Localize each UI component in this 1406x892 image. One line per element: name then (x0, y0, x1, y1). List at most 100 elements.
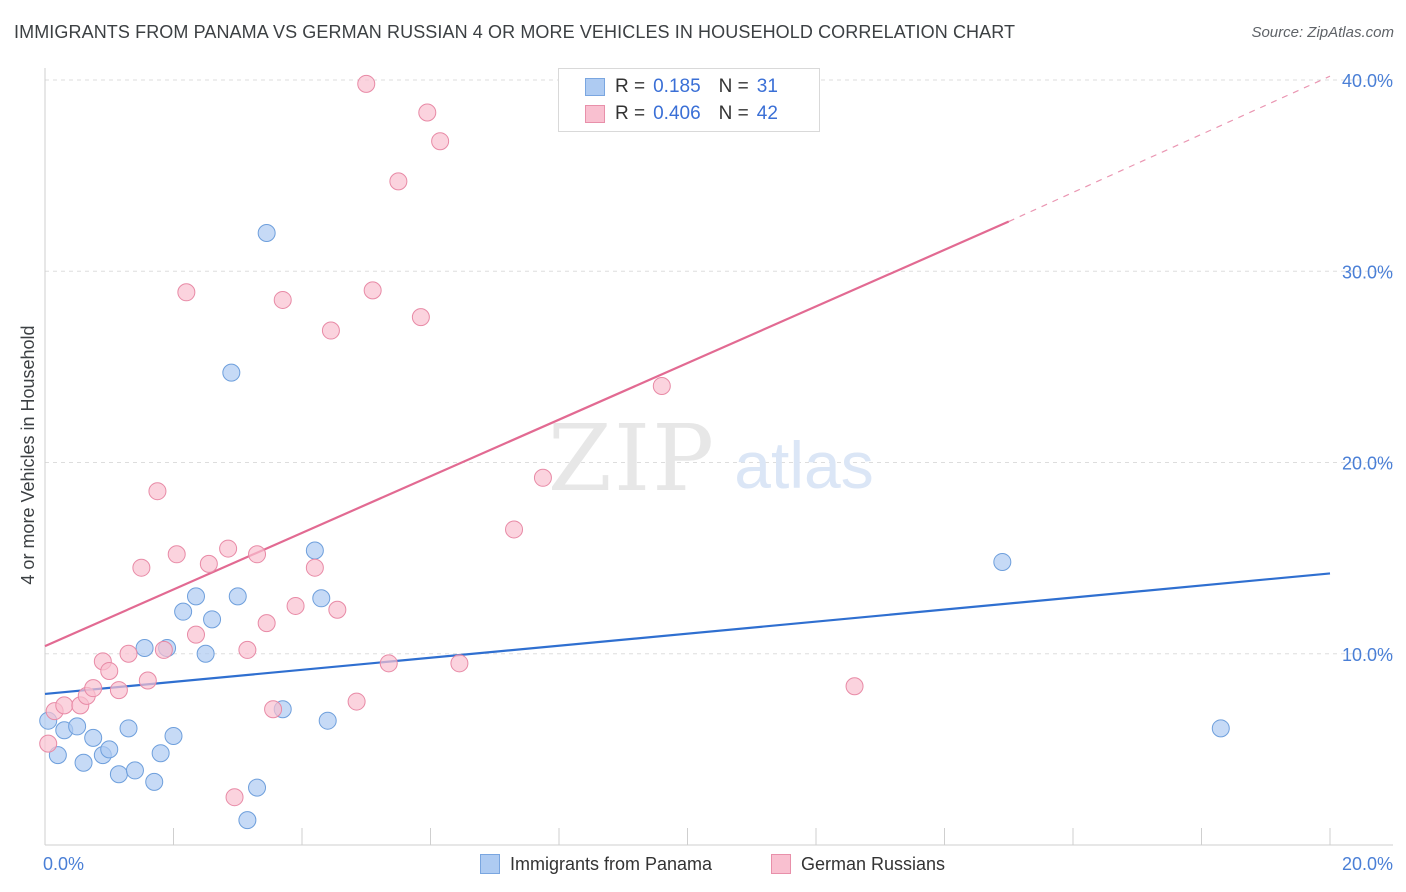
gridlines: 10.0% 20.0% 30.0% 40.0% (45, 71, 1393, 665)
data-point-panama (196, 644, 215, 663)
data-point-german-russians (109, 681, 128, 700)
legend-row-german-russians: R = 0.406 N = 42 (585, 102, 778, 126)
legend-r-label: R = (615, 76, 646, 97)
data-point-panama (186, 587, 205, 606)
data-point-panama (68, 717, 87, 736)
data-point-german-russians (431, 132, 450, 151)
data-point-panama (203, 610, 222, 629)
axes (44, 68, 1393, 846)
data-point-german-russians (652, 377, 671, 395)
data-point-panama (84, 728, 103, 747)
data-point-panama (257, 224, 276, 242)
data-point-german-russians (347, 692, 366, 711)
data-point-german-russians (138, 671, 157, 690)
data-point-panama (248, 778, 267, 797)
data-point-german-russians (119, 644, 138, 663)
data-point-german-russians (186, 625, 205, 644)
data-point-german-russians (328, 600, 347, 619)
data-point-german-russians (450, 654, 469, 673)
legend-swatch-panama (585, 78, 605, 96)
series-swatch-german-russians (771, 854, 791, 874)
data-point-german-russians (39, 734, 58, 753)
watermark-zip: ZIP (548, 405, 716, 512)
data-point-german-russians (238, 640, 257, 659)
legend-n-label: N = (718, 103, 749, 124)
data-point-german-russians (321, 321, 340, 340)
data-point-german-russians (411, 308, 430, 327)
series-legend-panama[interactable]: Immigrants from Panama (480, 852, 712, 876)
trend-line-1 (44, 220, 1010, 648)
data-point-german-russians (305, 558, 324, 577)
y-tick-label: 40.0% (1342, 71, 1393, 91)
watermark: ZIP atlas (548, 405, 874, 512)
trend-line-0 (44, 572, 1331, 696)
data-point-german-russians (177, 283, 196, 302)
source-label: Source: ZipAtlas.com (1251, 24, 1394, 41)
data-point-german-russians (264, 700, 283, 719)
data-point-panama (100, 740, 119, 759)
series-label-panama: Immigrants from Panama (510, 853, 713, 874)
data-point-panama (228, 587, 247, 606)
data-point-german-russians (533, 468, 552, 487)
data-point-german-russians (132, 558, 151, 577)
data-point-german-russians (286, 596, 305, 615)
y-tick-label: 10.0% (1342, 645, 1393, 665)
legend-n-label: N = (718, 76, 749, 97)
legend-n-value: 31 (756, 76, 778, 97)
data-point-german-russians (389, 172, 408, 191)
data-point-panama (135, 639, 154, 658)
series-label-german-russians: German Russians (801, 853, 946, 874)
data-point-german-russians (845, 677, 864, 696)
data-point-panama (151, 744, 170, 763)
correlation-legend: R = 0.185 N = 31 R = 0.406 N = 42 (558, 68, 820, 132)
legend-r-value: 0.185 (653, 76, 701, 97)
data-point-german-russians (379, 654, 398, 673)
data-point-panama (48, 746, 67, 765)
data-point-german-russians (148, 482, 167, 501)
data-point-panama (1211, 719, 1230, 738)
data-point-panama (312, 589, 331, 608)
trend-lines (44, 75, 1331, 696)
data-point-german-russians (257, 614, 276, 633)
data-point-panama (993, 552, 1012, 571)
y-tick-label: 20.0% (1342, 454, 1393, 474)
data-point-german-russians (84, 679, 103, 698)
data-point-german-russians (363, 281, 382, 300)
series-legend-german-russians[interactable]: German Russians (771, 852, 945, 876)
data-point-panama (164, 726, 183, 745)
data-point-german-russians (248, 545, 267, 564)
trend-line-extension-1 (1008, 75, 1331, 223)
data-point-panama (119, 719, 138, 738)
legend-n-value: 42 (756, 103, 778, 124)
y-axis-label: 4 or more Vehicles in Household (18, 325, 38, 584)
data-point-german-russians (199, 554, 218, 573)
data-point-panama (125, 761, 144, 780)
data-point-german-russians (273, 290, 292, 309)
legend-r-value: 0.406 (653, 103, 701, 124)
data-point-german-russians (55, 696, 74, 715)
data-point-panama (109, 765, 128, 784)
series-swatch-panama (480, 854, 500, 874)
data-point-german-russians (418, 103, 437, 122)
data-point-panama (305, 541, 324, 560)
data-point-german-russians (225, 788, 244, 807)
data-point-panama (174, 602, 193, 621)
data-point-german-russians (154, 640, 173, 659)
data-point-german-russians (219, 539, 238, 558)
data-point-german-russians (505, 520, 524, 539)
data-point-panama (318, 711, 337, 730)
legend-row-panama: R = 0.185 N = 31 (585, 75, 778, 99)
data-point-german-russians (100, 661, 119, 680)
x-tick-label-max: 20.0% (1342, 854, 1393, 874)
legend-r-label: R = (615, 103, 646, 124)
x-tick-label-min: 0.0% (43, 854, 84, 874)
data-points (39, 74, 1230, 830)
y-tick-label: 30.0% (1342, 262, 1393, 282)
data-point-panama (222, 363, 241, 382)
chart-title: IMMIGRANTS FROM PANAMA VS GERMAN RUSSIAN… (14, 22, 1016, 42)
legend-swatch-german-russians (585, 105, 605, 123)
data-point-panama (145, 772, 164, 791)
data-point-panama (238, 811, 257, 830)
data-point-german-russians (167, 545, 186, 564)
